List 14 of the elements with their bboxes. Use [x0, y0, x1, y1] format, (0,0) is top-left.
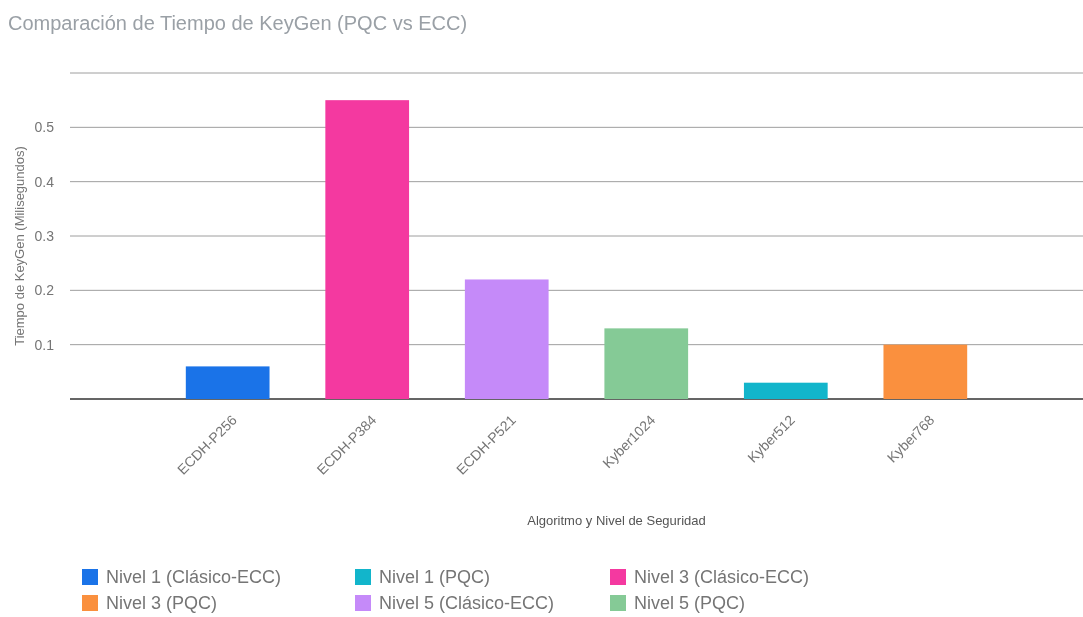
x-axis-title: Algoritmo y Nivel de Seguridad	[527, 513, 706, 528]
legend-label: Nivel 5 (PQC)	[634, 593, 746, 614]
chart-title: Comparación de Tiempo de KeyGen (PQC vs ECC)	[8, 12, 468, 34]
y-tick-label: 0.4	[34, 173, 55, 190]
y-tick-label: 0.5	[34, 119, 55, 136]
y-tick-label: 0.1	[34, 336, 55, 353]
legend-label: Nivel 1 (PQC)	[379, 567, 491, 588]
legend-label: Nivel 3 (PQC)	[106, 593, 218, 614]
y-tick-label: 0.3	[34, 227, 55, 244]
y-tick-label: 0.2	[34, 282, 55, 299]
legend-label: Nivel 5 (Clásico-ECC)	[379, 593, 555, 614]
legend-label: Nivel 3 (Clásico-ECC)	[634, 567, 810, 588]
y-axis-title: Tiempo de KeyGen (Milisegundos)	[12, 146, 27, 346]
legend-label: Nivel 1 (Clásico-ECC)	[106, 567, 282, 588]
